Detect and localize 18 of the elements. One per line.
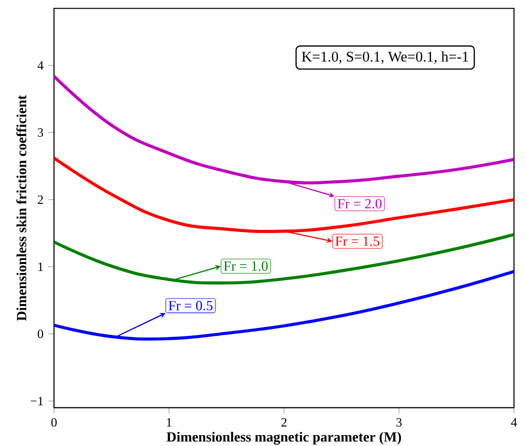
y-tick-label: 4 <box>38 61 44 70</box>
annotation: Fr = 0.5 <box>168 300 212 310</box>
y-tick-label: 1 <box>38 262 43 271</box>
y-tick-label: 0 <box>38 330 44 338</box>
annotation: Fr = 1.5 <box>335 236 380 246</box>
y-tick-label: 2 <box>38 195 43 204</box>
x-tick-label: 2 <box>281 418 286 427</box>
annotation: K=1.0, S=0.1, We=0.1, h=-1 <box>302 51 468 64</box>
x-tick-label: 1 <box>166 418 172 426</box>
annotation: Fr = 1.0 <box>224 261 268 271</box>
x-tick-label: 0 <box>51 418 57 427</box>
annotation: Fr = 2.0 <box>338 198 382 208</box>
y-axis-title: Dimensionless skin friction coefficient <box>16 95 26 321</box>
x-tick-label: 3 <box>396 418 402 427</box>
y-tick-label: −1 <box>30 396 43 406</box>
x-tick-label: 4 <box>511 418 517 426</box>
y-tick-label: 3 <box>38 128 44 137</box>
x-axis-title: Dimensionless magnetic parameter (M) <box>166 432 401 445</box>
